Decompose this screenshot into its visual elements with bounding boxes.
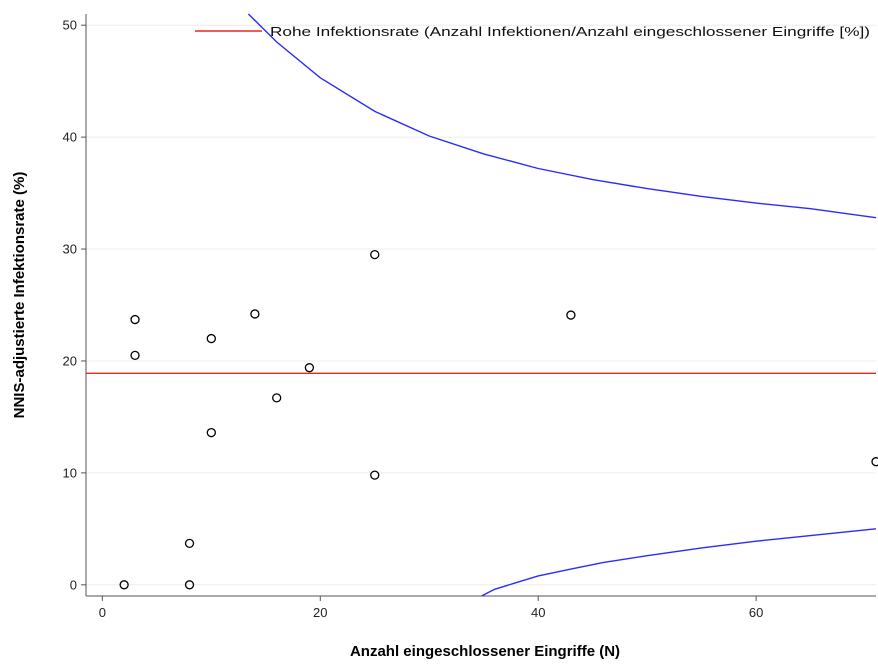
data-point: [119, 580, 129, 590]
x-tick-label: 20: [313, 605, 327, 620]
data-point: [370, 249, 380, 260]
data-point: [184, 580, 195, 590]
data-point: [130, 350, 140, 361]
upper-control-limit: [247, 13, 877, 219]
data-point: [206, 333, 216, 344]
data-point: [304, 363, 315, 373]
control-limits: [247, 13, 877, 596]
axes: 0 10 20 30 40 50 0 20 40 60: [63, 14, 876, 620]
data-point: [250, 309, 260, 319]
y-tick-label: 10: [63, 465, 77, 480]
lower-control-limit: [481, 528, 877, 596]
grid: [86, 24, 876, 586]
y-tick-label: 40: [63, 130, 77, 145]
data-point: [370, 470, 380, 480]
y-tick-label: 50: [63, 18, 77, 33]
y-tick-label: 30: [63, 242, 77, 257]
data-point: [184, 538, 195, 549]
x-tick-label: 60: [749, 605, 763, 620]
legend: Rohe Infektionsrate (Anzahl Infektionen/…: [195, 24, 870, 39]
y-tick-label: 20: [63, 353, 77, 368]
data-point: [566, 310, 576, 320]
y-tick-label: 0: [70, 577, 77, 592]
legend-label: Rohe Infektionsrate (Anzahl Infektionen/…: [270, 24, 870, 39]
data-point: [130, 314, 140, 325]
data-point: [871, 457, 878, 467]
y-axis-title: NNIS-adjustierte Infektionsrate (%): [11, 172, 28, 419]
data-points: [119, 249, 878, 590]
x-axis-title: Anzahl eingeschlossener Eingriffe (N): [350, 643, 620, 660]
data-point: [206, 427, 216, 438]
data-point: [272, 393, 282, 403]
x-tick-label: 40: [531, 605, 545, 620]
x-tick-label: 0: [99, 605, 106, 620]
